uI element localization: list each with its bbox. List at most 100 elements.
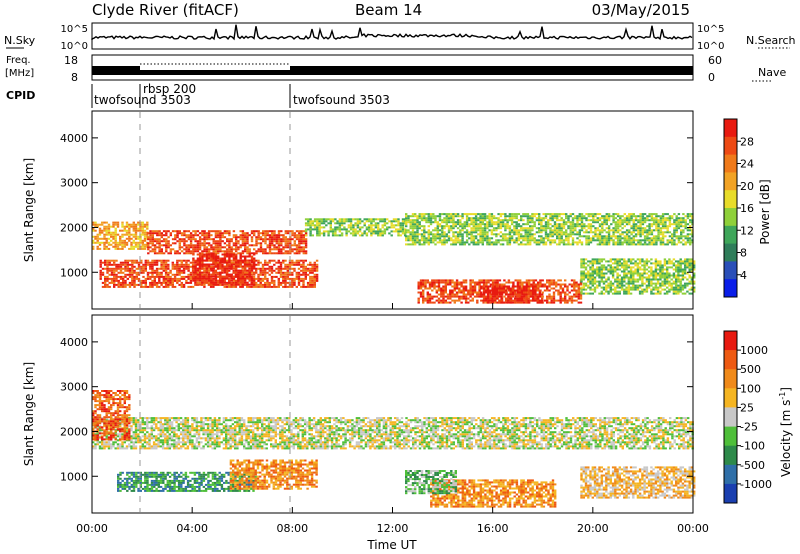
range-gate-cell (529, 293, 533, 296)
range-gate-cell (115, 269, 118, 272)
range-gate-cell (454, 213, 457, 216)
range-gate-cell (167, 236, 170, 239)
range-gate-cell (226, 277, 229, 280)
range-gate-cell (253, 265, 256, 268)
range-gate-cell (106, 265, 109, 268)
range-gate-cell (524, 243, 527, 246)
range-gate-cell (507, 279, 511, 282)
range-gate-cell (171, 281, 174, 284)
range-gate-cell (506, 233, 509, 236)
range-gate-cell (160, 244, 163, 247)
range-gate-cell (549, 241, 552, 244)
range-gate-cell (510, 217, 514, 220)
range-gate-cell (248, 271, 251, 274)
range-gate-cell (472, 217, 475, 220)
range-gate-cell (479, 237, 482, 240)
range-gate-cell (414, 231, 417, 234)
range-gate-cell (661, 235, 665, 238)
range-gate-cell (488, 241, 491, 244)
range-gate-cell (268, 285, 271, 288)
range-gate-cell (239, 261, 242, 264)
range-gate-cell (560, 237, 563, 240)
range-gate-cell (444, 287, 447, 290)
range-gate-cell (523, 301, 526, 304)
range-gate-cell (126, 273, 129, 276)
range-gate-cell (573, 289, 576, 292)
range-gate-cell (521, 281, 524, 284)
range-gate-cell (495, 243, 498, 246)
range-gate-cell (549, 219, 552, 222)
range-gate-cell (471, 293, 474, 296)
range-gate-cell (416, 215, 419, 218)
range-gate-cell (134, 233, 138, 236)
range-gate-cell (232, 259, 236, 262)
range-gate-cell (452, 241, 455, 244)
range-gate-cell (431, 283, 434, 286)
range-gate-cell (603, 215, 606, 218)
range-gate-cell (628, 219, 631, 222)
range-gate-cell (205, 267, 209, 270)
range-gate-cell (345, 228, 348, 231)
range-gate-cell (589, 239, 593, 242)
range-gate-cell (540, 225, 543, 228)
range-gate-cell (119, 267, 123, 270)
range-gate-cell (589, 286, 592, 289)
range-gate-cell (214, 261, 218, 264)
range-gate-cell (686, 223, 690, 226)
range-gate-cell (291, 232, 294, 235)
range-gate-cell (518, 287, 521, 290)
range-gate-cell (108, 277, 111, 280)
range-gate-cell (441, 213, 444, 216)
range-gate-cell (151, 283, 154, 286)
range-gate-cell (313, 220, 317, 223)
range-gate-cell (185, 279, 188, 282)
range-gate-cell (347, 220, 351, 223)
range-gate-cell (295, 230, 299, 233)
range-gate-cell (374, 230, 378, 233)
range-gate-cell (261, 269, 265, 272)
range-gate-cell (614, 280, 617, 283)
range-gate-cell (268, 250, 272, 253)
range-gate-cell (210, 246, 213, 249)
range-gate-cell (194, 248, 197, 251)
range-gate-cell (117, 279, 120, 282)
range-gate-cell (235, 271, 238, 274)
range-gate-cell (431, 285, 434, 288)
range-gate-cell (517, 229, 521, 232)
range-gate-cell (131, 277, 134, 280)
range-gate-cell (544, 217, 548, 220)
range-gate-cell (682, 213, 685, 216)
nsky-left-tick-top: 10^5 (61, 24, 88, 35)
range-gate-cell (449, 291, 452, 294)
range-gate-cell (149, 234, 152, 237)
range-gate-cell (246, 248, 249, 251)
range-gate-cell (185, 236, 188, 239)
range-gate-cell (354, 222, 357, 225)
range-gate-cell (397, 218, 400, 221)
range-gate-cell (325, 230, 328, 233)
range-gate-cell (282, 246, 285, 249)
range-gate-cell (417, 285, 420, 288)
range-gate-cell (673, 239, 676, 242)
range-gate-cell (309, 261, 312, 264)
range-gate-cell (648, 223, 651, 226)
range-gate-cell (411, 219, 415, 222)
range-gate-cell (591, 264, 594, 267)
range-gate-cell (434, 237, 437, 240)
range-gate-cell (198, 279, 202, 282)
range-gate-cell (661, 241, 665, 244)
range-gate-cell (253, 283, 256, 286)
range-gate-cell (484, 291, 488, 294)
range-gate-cell (428, 295, 432, 298)
range-gate-cell (268, 234, 272, 237)
range-gate-cell (239, 252, 242, 255)
range-gate-cell (217, 230, 220, 233)
range-gate-cell (582, 270, 585, 273)
range-gate-cell (178, 263, 181, 266)
range-gate-cell (452, 217, 455, 220)
range-gate-cell (515, 241, 518, 244)
range-gate-cell (331, 230, 335, 233)
range-gate-cell (275, 238, 278, 241)
range-gate-cell (447, 215, 451, 218)
range-gate-cell (499, 215, 503, 218)
